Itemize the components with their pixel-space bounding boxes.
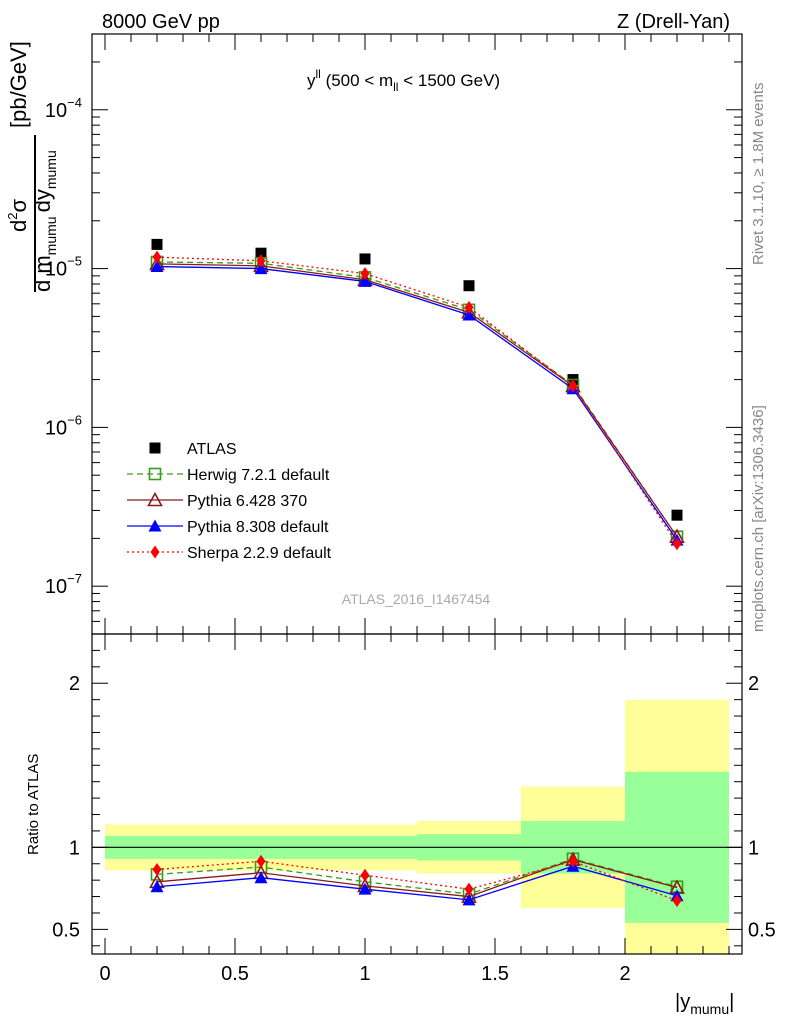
main-point-3-2 — [358, 274, 372, 287]
main-point-0-2 — [359, 253, 371, 265]
xlabel: |ymumu| — [675, 991, 734, 1017]
main-title: yll (500 < mll < 1500 GeV) — [307, 67, 500, 94]
ratio-point-3-2 — [360, 868, 370, 882]
main-point-0-0 — [151, 238, 163, 250]
legend-label-3: Pythia 8.308 default — [187, 519, 329, 536]
main-point-3-1 — [254, 262, 268, 275]
ratio-line-3 — [156, 860, 678, 902]
ratio-point-3-1 — [256, 854, 266, 868]
xtick-label-1: 0.5 — [221, 963, 249, 985]
main-ytick-label-0: 10−7 — [45, 571, 82, 598]
ratio-point-2-1 — [254, 871, 268, 884]
ratio-ytick-label-right-1: 1 — [748, 837, 759, 859]
legend-label-4: Sherpa 2.2.9 default — [187, 545, 332, 562]
main-line-2 — [156, 263, 678, 538]
main-point-3-0 — [150, 260, 164, 273]
main-point-4-4 — [568, 379, 578, 393]
xtick-label-0: 0 — [99, 963, 110, 985]
main-point-4-1 — [256, 254, 266, 268]
ratio-point-3-5 — [672, 894, 682, 908]
ratio-bands — [105, 699, 729, 954]
ratio-ytick-label-left-2: 2 — [69, 673, 80, 695]
ratio-point-2-2 — [358, 882, 372, 895]
main-line-3 — [156, 265, 678, 541]
main-frame — [91, 33, 743, 635]
ratio-point-2-3 — [462, 893, 476, 906]
xtick-label-3: 1.5 — [481, 963, 509, 985]
main-point-0-1 — [255, 247, 267, 259]
main-ytick-label-2: 10−5 — [45, 254, 82, 281]
legend-label-2: Pythia 6.428 370 — [187, 493, 307, 510]
main-line-4 — [156, 256, 678, 545]
ratio-point-2-0 — [150, 880, 164, 893]
ratio-axes: 0.5 0.5 1 1 2 2 0 0.5 1 1.5 2 — [52, 633, 776, 985]
mcplots-label: mcplots.cern.ch [arXiv:1306.3436] — [750, 405, 767, 632]
ratio-ytick-label-left-1: 1 — [69, 837, 80, 859]
legend-marker-2 — [147, 491, 163, 507]
main-ytick-label-3: 10−4 — [45, 95, 82, 122]
ylabel-numerator: d2σ — [5, 199, 31, 232]
main-point-3-3 — [462, 308, 476, 321]
main-point-0-5 — [671, 509, 683, 521]
main-axes: 10−7 10−6 10−5 10−4 — [45, 33, 743, 635]
ratio-ytick-label-left-0: 0.5 — [52, 919, 80, 941]
legend-marker-1 — [148, 467, 162, 481]
ratio-ytick-label-right-0: 0.5 — [748, 919, 776, 941]
ratio-series — [149, 851, 685, 908]
main-point-4-2 — [360, 267, 370, 281]
ylabel-denominator: d mmumudymumu — [30, 150, 59, 292]
ratio-point-3-0 — [152, 862, 162, 876]
ratio-line-2 — [156, 865, 678, 901]
ratio-line-1 — [156, 858, 678, 898]
main-ylabel: d2σ d mmumudymumu [pb/GeV] — [5, 41, 59, 292]
legend-marker-3 — [148, 519, 162, 532]
main-point-4-3 — [464, 300, 474, 314]
main-series — [149, 238, 685, 551]
header-right: Z (Drell-Yan) — [617, 11, 730, 33]
main-point-0-3 — [463, 280, 475, 292]
ylabel-unit: [pb/GeV] — [6, 41, 31, 128]
main-ytick-label-1: 10−6 — [45, 412, 82, 439]
ratio-point-3-4 — [568, 854, 578, 868]
main-point-4-0 — [152, 250, 162, 264]
legend-marker-0 — [149, 442, 161, 454]
legend: ATLAS Herwig 7.2.1 default Pythia 6.428 37… — [127, 441, 332, 562]
ratio-point-3-3 — [464, 882, 474, 896]
legend-label-1: Herwig 7.2.1 default — [187, 467, 330, 484]
legend-marker-4 — [150, 545, 160, 559]
ratio-ytick-label-right-2: 2 — [748, 673, 759, 695]
main-line-1 — [156, 261, 678, 538]
xtick-label-4: 2 — [619, 963, 630, 985]
main-point-4-5 — [672, 537, 682, 551]
rivet-label: Rivet 3.1.10, ≥ 1.8M events — [750, 83, 767, 266]
ratio-ylabel: Ratio to ATLAS — [25, 754, 42, 855]
watermark: ATLAS_2016_I1467454 — [342, 591, 491, 607]
ratio-line-0 — [156, 858, 678, 895]
header-left: 8000 GeV pp — [102, 11, 220, 33]
xtick-label-2: 1 — [359, 963, 370, 985]
legend-label-0: ATLAS — [187, 441, 237, 458]
